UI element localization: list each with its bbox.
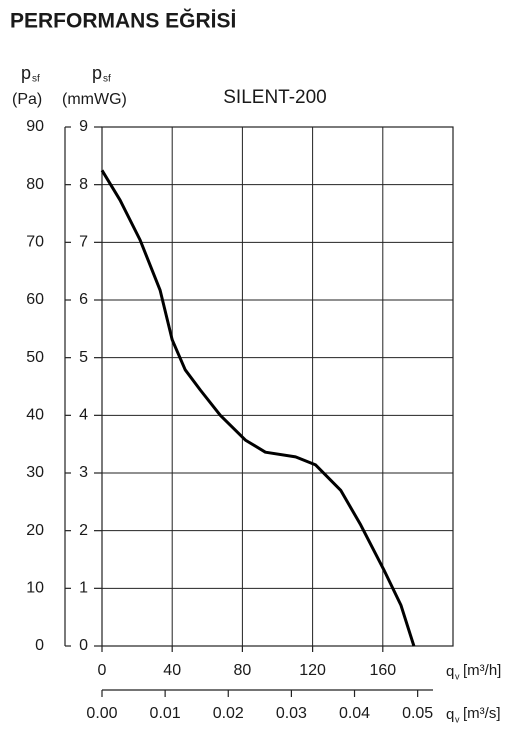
y-tick-label: 3 [79, 464, 88, 481]
x-label-unit: [m³/h] [463, 662, 501, 679]
x2-tick-label: 0.04 [339, 705, 370, 722]
x2-tick-label: 0.02 [213, 705, 244, 722]
x2-tick-label: 0.00 [86, 705, 117, 722]
y2-tick-label: 0 [35, 637, 44, 654]
x2-tick-label: 0.05 [402, 705, 433, 722]
y-label-sub: sf [103, 74, 111, 85]
heading: PERFORMANS EĞRİSİ [10, 9, 236, 33]
y2-tick-label: 40 [26, 407, 44, 424]
x2-tick-label: 0.03 [276, 705, 307, 722]
y-tick-label: 5 [79, 349, 88, 366]
y-tick-label: 8 [79, 176, 88, 193]
y-label: p sf (mmWG) [62, 63, 127, 108]
y-label-unit: (mmWG) [62, 91, 127, 108]
y2-tick-label: 60 [26, 291, 44, 308]
x-label-sub: v [455, 671, 460, 681]
y2-label-sub: sf [32, 74, 40, 85]
y2-tick-label: 10 [26, 580, 44, 597]
y-tick-label: 0 [79, 637, 88, 654]
y2-tick-label: 70 [26, 234, 44, 251]
y-tick-label: 1 [79, 580, 88, 597]
x-tick-label: 0 [98, 662, 107, 679]
y-tick-label: 6 [79, 291, 88, 308]
y2-tick-label: 30 [26, 464, 44, 481]
y2-label-unit: (Pa) [12, 91, 42, 108]
y2-tick-label: 90 [26, 118, 44, 135]
x2-label-sub: v [455, 714, 460, 724]
x-tick-label: 40 [163, 662, 181, 679]
x2-label: q v [m³/s] [446, 705, 501, 724]
y-tick-label: 4 [79, 407, 88, 424]
chart-title: SILENT-200 [223, 87, 327, 108]
y-tick-label: 2 [79, 522, 88, 539]
y-label-symbol: p [92, 63, 102, 83]
x-tick-label: 80 [234, 662, 252, 679]
plot-frame [101, 126, 454, 647]
y2-label: p sf (Pa) [12, 63, 42, 108]
y-tick-label: 9 [79, 118, 88, 135]
x-label: q v [m³/h] [446, 662, 501, 681]
x2-tick-label: 0.01 [150, 705, 181, 722]
x2-label-unit: [m³/s] [463, 705, 501, 722]
y-tick-label: 7 [79, 234, 88, 251]
x-tick-label: 160 [369, 662, 396, 679]
curve [100, 169, 416, 647]
y2-tick-label: 20 [26, 522, 44, 539]
x-tick-label: 120 [299, 662, 326, 679]
x2-label-symbol: q [446, 706, 454, 723]
y2-tick-label: 80 [26, 176, 44, 193]
y2-tick-label: 50 [26, 349, 44, 366]
x-label-symbol: q [446, 663, 454, 680]
y2-label-symbol: p [21, 63, 31, 83]
